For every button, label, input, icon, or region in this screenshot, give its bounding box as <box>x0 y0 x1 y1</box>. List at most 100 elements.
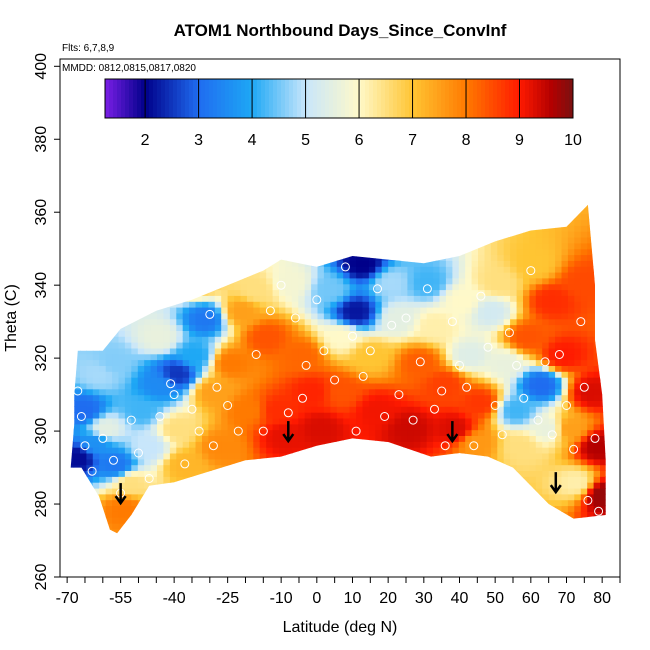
heatmap-cell <box>131 254 139 261</box>
heatmap-cell <box>298 342 306 349</box>
heatmap-cell <box>221 353 229 361</box>
heatmap-cell <box>535 347 543 355</box>
heatmap-cell <box>535 423 543 431</box>
heatmap-cell <box>137 458 145 466</box>
heatmap-cell <box>92 301 100 308</box>
heatmap-cell <box>86 347 94 355</box>
heatmap-cell <box>497 458 505 466</box>
heatmap-cell <box>80 435 87 442</box>
heatmap-cell <box>195 207 203 215</box>
heatmap-cell <box>285 318 293 326</box>
heatmap-cell <box>291 517 299 524</box>
heatmap-cell <box>73 277 81 285</box>
heatmap-cell <box>266 365 274 372</box>
heatmap-cell <box>92 307 100 314</box>
heatmap-cell <box>561 324 569 331</box>
heatmap-cell <box>137 307 145 314</box>
heatmap-cell <box>195 482 203 489</box>
heatmap-cell <box>606 447 613 453</box>
heatmap-cell <box>510 336 518 343</box>
heatmap-cell <box>445 342 453 349</box>
heatmap-cell <box>471 225 479 232</box>
heatmap-cell <box>356 225 364 232</box>
heatmap-cell <box>208 359 216 366</box>
heatmap-cell <box>388 441 396 448</box>
heatmap-cell <box>452 242 460 250</box>
heatmap-cell <box>131 435 139 442</box>
heatmap-cell <box>567 342 575 349</box>
heatmap-cell <box>221 342 229 349</box>
heatmap-cell <box>445 528 453 534</box>
heatmap-cell <box>240 400 248 407</box>
heatmap-cell <box>157 254 164 261</box>
heatmap-cell <box>356 423 364 431</box>
heatmap-cell <box>317 260 325 267</box>
heatmap-cell <box>535 458 543 466</box>
heatmap-cell <box>150 237 158 244</box>
heatmap-cell <box>105 272 113 279</box>
heatmap-cell <box>548 418 556 425</box>
heatmap-cell <box>157 242 164 250</box>
heatmap-cell <box>542 505 550 512</box>
heatmap-cell <box>407 213 415 221</box>
heatmap-cell <box>150 476 158 483</box>
heatmap-cell <box>600 429 606 436</box>
heatmap-cell <box>420 219 428 226</box>
heatmap-cell <box>272 458 280 466</box>
heatmap-cell <box>118 225 126 232</box>
heatmap-cell <box>452 517 460 524</box>
heatmap-cell <box>99 394 107 401</box>
heatmap-cell <box>375 359 383 366</box>
heatmap-cell <box>433 528 441 534</box>
heatmap-cell <box>555 523 563 530</box>
heatmap-cell <box>246 307 254 314</box>
heatmap-cell <box>86 207 94 215</box>
heatmap-cell <box>124 353 132 361</box>
heatmap-cell <box>311 400 319 407</box>
heatmap-cell <box>420 511 428 518</box>
heatmap-cell <box>266 377 274 384</box>
heatmap-cell <box>163 505 171 512</box>
heatmap-cell <box>285 283 293 291</box>
heatmap-cell <box>240 418 248 425</box>
heatmap-cell <box>99 272 107 279</box>
heatmap-cell <box>285 196 292 202</box>
heatmap-cell <box>227 418 235 425</box>
heatmap-cell <box>99 248 107 256</box>
heatmap-cell <box>221 242 229 250</box>
heatmap-cell <box>510 324 518 331</box>
heatmap-cell <box>221 248 229 256</box>
heatmap-cell <box>298 336 306 343</box>
heatmap-cell <box>542 301 550 308</box>
heatmap-cell <box>285 330 293 337</box>
heatmap-cell <box>401 464 408 471</box>
heatmap-cell <box>163 277 171 285</box>
heatmap-cell <box>221 359 229 366</box>
heatmap-cell <box>548 318 556 326</box>
heatmap-cell <box>304 289 312 296</box>
heatmap-cell <box>92 324 100 331</box>
heatmap-cell <box>516 277 524 285</box>
heatmap-cell <box>259 482 267 489</box>
heatmap-cell <box>529 482 537 489</box>
heatmap-cell <box>330 359 338 366</box>
heatmap-cell <box>336 219 344 226</box>
heatmap-cell <box>555 237 563 244</box>
heatmap-cell <box>208 353 216 361</box>
heatmap-cell <box>291 301 299 308</box>
heatmap-cell <box>124 260 132 267</box>
heatmap-cell <box>279 482 286 489</box>
heatmap-cell <box>587 353 595 361</box>
heatmap-cell <box>112 254 120 261</box>
heatmap-cell <box>70 388 75 396</box>
heatmap-cell <box>343 204 351 209</box>
heatmap-cell <box>510 260 518 267</box>
heatmap-cell <box>407 312 415 320</box>
heatmap-cell <box>388 289 396 296</box>
heatmap-cell <box>394 499 402 507</box>
heatmap-cell <box>465 377 473 384</box>
heatmap-cell <box>176 312 184 320</box>
heatmap-cell <box>266 476 274 483</box>
heatmap-cell <box>189 272 197 279</box>
heatmap-cell <box>227 254 235 261</box>
